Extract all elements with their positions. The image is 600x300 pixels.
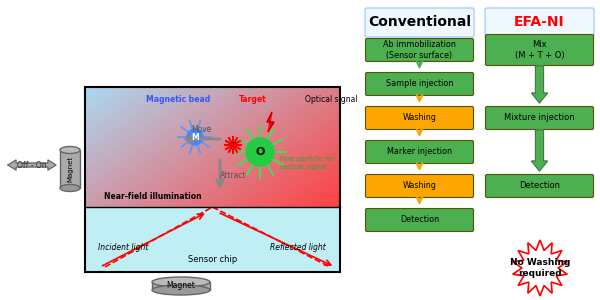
Text: Mixture injection: Mixture injection bbox=[504, 113, 575, 122]
FancyBboxPatch shape bbox=[485, 34, 593, 65]
Text: T: T bbox=[230, 142, 235, 148]
Text: Detection: Detection bbox=[400, 215, 439, 224]
FancyBboxPatch shape bbox=[365, 38, 473, 61]
Polygon shape bbox=[85, 207, 340, 272]
Text: Detection: Detection bbox=[519, 182, 560, 190]
Text: Target: Target bbox=[239, 95, 267, 104]
Text: M: M bbox=[191, 133, 199, 142]
Circle shape bbox=[187, 129, 203, 145]
Ellipse shape bbox=[152, 277, 210, 287]
Text: O: O bbox=[256, 147, 265, 157]
Ellipse shape bbox=[60, 146, 80, 154]
Text: Marker injection: Marker injection bbox=[387, 148, 452, 157]
Text: Fine particle for
optical signal: Fine particle for optical signal bbox=[280, 156, 335, 170]
Text: No Washing
required: No Washing required bbox=[510, 258, 570, 278]
Text: EFA-NI: EFA-NI bbox=[514, 16, 565, 29]
Text: Move: Move bbox=[191, 124, 211, 134]
Polygon shape bbox=[8, 160, 56, 170]
Text: Mix
(M + T + O): Mix (M + T + O) bbox=[515, 40, 565, 60]
Text: Sample injection: Sample injection bbox=[386, 80, 453, 88]
Text: Reflected light: Reflected light bbox=[270, 243, 326, 252]
Polygon shape bbox=[267, 112, 274, 132]
Text: Washing: Washing bbox=[403, 182, 436, 190]
Polygon shape bbox=[60, 150, 80, 188]
Text: Magnet: Magnet bbox=[67, 156, 73, 182]
FancyBboxPatch shape bbox=[485, 8, 594, 37]
Text: Washing: Washing bbox=[403, 113, 436, 122]
Text: Optical signal: Optical signal bbox=[305, 95, 358, 104]
Polygon shape bbox=[152, 282, 210, 290]
Ellipse shape bbox=[60, 184, 80, 191]
Text: Incident light: Incident light bbox=[98, 243, 148, 252]
Text: Conventional: Conventional bbox=[368, 16, 471, 29]
Text: Near-field illumination: Near-field illumination bbox=[104, 192, 202, 201]
Polygon shape bbox=[532, 66, 548, 103]
Ellipse shape bbox=[152, 285, 210, 295]
FancyBboxPatch shape bbox=[365, 175, 473, 197]
Text: Ab immobilization
(Sensor surface): Ab immobilization (Sensor surface) bbox=[383, 40, 456, 60]
Text: Magnetic bead: Magnetic bead bbox=[146, 95, 210, 104]
Polygon shape bbox=[532, 130, 548, 171]
FancyBboxPatch shape bbox=[365, 73, 473, 95]
FancyBboxPatch shape bbox=[485, 106, 593, 130]
Text: Off - On: Off - On bbox=[17, 160, 47, 169]
FancyBboxPatch shape bbox=[365, 208, 473, 232]
Text: Magnet: Magnet bbox=[167, 281, 196, 290]
FancyBboxPatch shape bbox=[365, 106, 473, 130]
FancyBboxPatch shape bbox=[365, 8, 474, 37]
Circle shape bbox=[246, 138, 274, 166]
Polygon shape bbox=[513, 240, 567, 296]
FancyBboxPatch shape bbox=[485, 175, 593, 197]
Text: Sensor chip: Sensor chip bbox=[188, 255, 237, 264]
Text: Attract: Attract bbox=[220, 170, 247, 179]
FancyBboxPatch shape bbox=[365, 140, 473, 164]
